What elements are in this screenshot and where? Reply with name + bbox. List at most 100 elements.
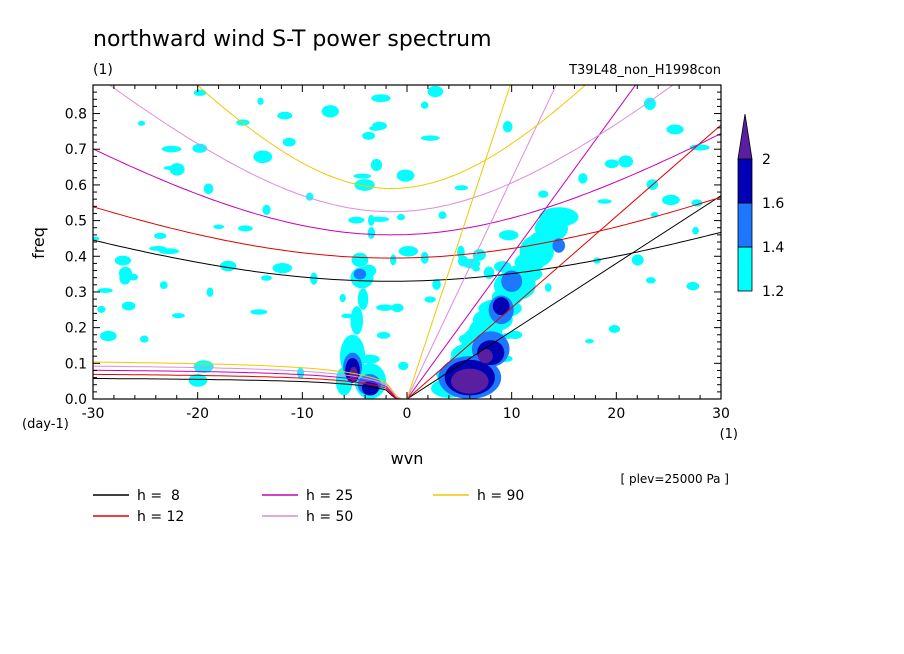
rossby-curve-h25 (93, 369, 407, 399)
x-tick-label: -20 (186, 406, 209, 422)
power-blob (608, 325, 621, 333)
kelvin-curve-h8 (406, 195, 721, 399)
power-blob (97, 288, 113, 293)
power-blob (424, 296, 436, 303)
power-blob (370, 158, 383, 172)
power-blob (585, 339, 594, 344)
rossby-curve-h8 (93, 378, 407, 399)
x-tick-label: 0 (403, 406, 412, 422)
power-blob (369, 216, 390, 222)
experiment-label: T39L48_non_H1998con (568, 63, 721, 78)
y-tick-label: 0.0 (65, 392, 87, 408)
power-blob (213, 224, 225, 229)
y-axis-title: freq (29, 227, 48, 259)
power-blob (339, 294, 346, 303)
power-blob (691, 199, 703, 207)
y-unit-label: (day-1) (22, 417, 69, 432)
power-blob (689, 144, 710, 151)
power-blob (348, 216, 365, 224)
power-blob (272, 263, 293, 274)
power-blob (353, 268, 367, 280)
power-blob (645, 277, 656, 284)
power-blob (341, 313, 354, 319)
power-blob (483, 266, 495, 279)
power-blob (260, 275, 272, 281)
colorbar-segment (737, 246, 753, 292)
y-tick-label: 0.2 (65, 321, 87, 337)
y-tick-label: 0.6 (65, 178, 87, 194)
power-blob (137, 120, 146, 126)
power-blob (236, 119, 250, 126)
kelvin-curve-h25 (406, 85, 637, 399)
power-blob (367, 227, 376, 239)
colorbar-segment (737, 158, 753, 204)
colorbar-triangle (737, 113, 753, 160)
rossby-curve-h90 (93, 361, 407, 399)
power-blob (297, 367, 305, 379)
power-blob (398, 246, 419, 257)
power-blob (169, 163, 185, 176)
ig-curve-h50 (108, 85, 674, 213)
colorbar: 1.2 1.4 1.6 2 (737, 113, 784, 300)
power-blob (420, 135, 440, 141)
y-tick-label: 0.4 (65, 249, 87, 265)
x-unit-label: (1) (720, 427, 738, 442)
power-blob (93, 236, 100, 241)
power-blob (666, 124, 684, 135)
kelvin-curve-h12 (406, 124, 721, 399)
power-blob (391, 303, 404, 313)
power-blob (362, 131, 376, 140)
legend-label-h12: h = 12 (137, 509, 184, 525)
power-blob (661, 194, 680, 206)
power-blob (692, 226, 699, 235)
rossby-curve-h50 (93, 365, 407, 399)
power-blob (253, 150, 273, 164)
power-blob (644, 97, 656, 110)
power-blob (154, 232, 167, 240)
colorbar-label: 2 (762, 152, 771, 168)
power-blob (219, 260, 237, 272)
power-blob (97, 305, 106, 313)
power-blob (350, 306, 364, 335)
legend: h = 8 h = 12 h = 25 h = 50 h = 90 (93, 488, 524, 525)
power-blob (140, 335, 149, 343)
power-blob (390, 254, 397, 266)
power-blob (420, 251, 429, 264)
legend-label-h50: h = 50 (306, 509, 353, 525)
colorbar-segment (737, 202, 753, 248)
power-blob (161, 145, 182, 153)
power-blob (538, 190, 549, 198)
power-blob (277, 111, 293, 120)
power-blob (361, 381, 379, 396)
power-blob (538, 207, 579, 227)
ig-curve-h12 (93, 196, 721, 259)
power-blob (604, 159, 619, 169)
power-blob (257, 97, 264, 105)
power-blob (618, 155, 634, 168)
chart-title: northward wind S-T power spectrum (93, 27, 492, 52)
power-blob (376, 304, 394, 311)
x-tick-label: 20 (607, 406, 625, 422)
chart-subtitle: (1) (93, 62, 113, 78)
power-blob (472, 265, 480, 272)
legend-label-h90: h = 90 (477, 488, 524, 504)
power-blob (100, 330, 117, 342)
x-tick-label: 30 (712, 406, 730, 422)
ig-curve-h8 (93, 231, 721, 282)
x-tick-label: -10 (291, 406, 314, 422)
power-blob (159, 281, 168, 290)
kelvin-curve-h90 (406, 85, 511, 399)
power-blob (188, 373, 208, 387)
power-blob (420, 101, 429, 109)
power-blob (398, 361, 409, 371)
rossby-curve-h12 (93, 373, 407, 399)
power-blob (368, 214, 375, 226)
y-tick-label: 0.8 (65, 107, 87, 123)
plot-area (93, 85, 721, 399)
power-blob (578, 173, 588, 184)
power-blob (119, 271, 131, 285)
power-blob (171, 313, 185, 319)
y-tick-label: 0.5 (65, 214, 87, 230)
kelvin-curve-h50 (406, 85, 557, 399)
power-blob (501, 270, 523, 292)
